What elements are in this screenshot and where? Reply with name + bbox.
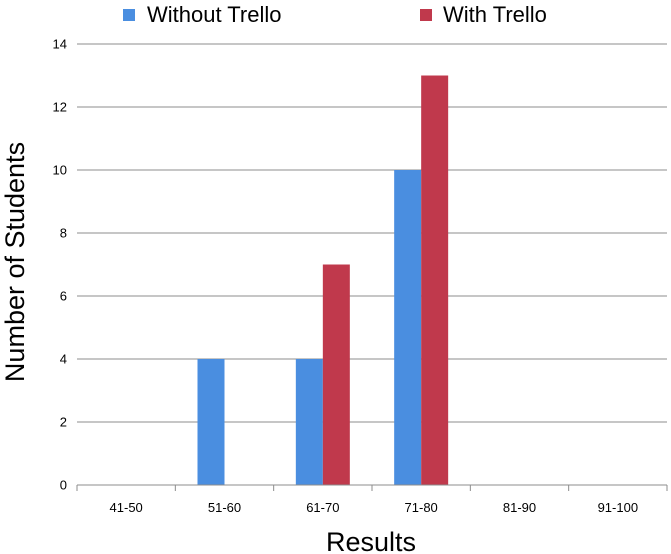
bar-without-trello-71-80 <box>394 170 422 485</box>
bar-with-trello-71-80 <box>421 75 449 485</box>
bar-without-trello-51-60 <box>197 359 225 485</box>
legend: Without Trello With Trello <box>123 2 547 27</box>
bar-with-trello-61-70 <box>322 264 350 485</box>
y-tick-label: 4 <box>60 352 67 367</box>
x-tick-label: 51-60 <box>208 500 241 515</box>
x-axis <box>76 484 668 491</box>
y-tick-label: 14 <box>53 37 67 52</box>
y-tick-label: 10 <box>53 163 67 178</box>
bars <box>197 75 449 485</box>
x-tick-label: 71-80 <box>405 500 438 515</box>
legend-swatch-without-trello <box>123 9 135 21</box>
y-tick-label: 12 <box>53 100 67 115</box>
x-tick-label: 81-90 <box>503 500 536 515</box>
gridlines <box>77 43 667 423</box>
x-tick-label: 41-50 <box>110 500 143 515</box>
x-tick-label: 61-70 <box>306 500 339 515</box>
y-tick-label: 0 <box>60 478 67 493</box>
legend-label-without-trello: Without Trello <box>147 2 282 27</box>
y-axis-ticks: 0 2 4 6 8 10 12 14 <box>53 37 67 493</box>
bar-without-trello-61-70 <box>295 359 323 485</box>
legend-label-with-trello: With Trello <box>443 2 547 27</box>
x-axis-title: Results <box>326 527 416 554</box>
x-tick-label: 91-100 <box>598 500 638 515</box>
y-tick-label: 8 <box>60 226 67 241</box>
y-axis-title: Number of Students <box>0 142 30 382</box>
y-tick-label: 2 <box>60 415 67 430</box>
y-tick-label: 6 <box>60 289 67 304</box>
x-axis-tick-labels: 41-50 51-60 61-70 71-80 81-90 91-100 <box>110 500 639 515</box>
legend-swatch-with-trello <box>420 9 432 21</box>
